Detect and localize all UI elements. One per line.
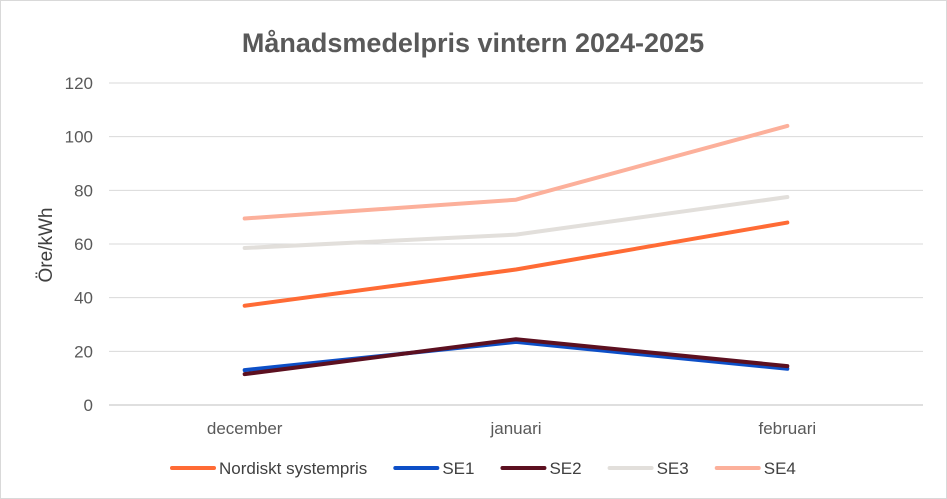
legend-label: SE3 <box>657 459 689 478</box>
series-line-se2 <box>242 337 790 377</box>
y-tick-label: 40 <box>74 289 93 308</box>
y-tick-label: 80 <box>74 181 93 200</box>
x-axis-ticks: december januari februari <box>207 419 816 438</box>
legend-label: Nordiskt systempris <box>219 459 367 478</box>
legend-label: SE1 <box>442 459 474 478</box>
gridlines <box>109 82 923 406</box>
legend-label: SE4 <box>764 459 796 478</box>
y-tick-label: 120 <box>65 74 93 93</box>
y-tick-label: 20 <box>74 342 93 361</box>
y-tick-label: 60 <box>74 235 93 254</box>
y-tick-label: 100 <box>65 128 93 147</box>
chart-title: Månadsmedelpris vintern 2024-2025 <box>242 28 704 58</box>
series-line-nordiskt-systempris <box>242 220 790 308</box>
series-lines <box>242 123 790 377</box>
series-line-se1 <box>242 339 790 373</box>
legend: Nordiskt systempris SE1 SE2 SE3 SE4 <box>170 459 796 478</box>
legend-label: SE2 <box>549 459 581 478</box>
x-tick-label: februari <box>759 419 817 438</box>
y-axis-label: Öre/kWh <box>36 208 57 283</box>
series-line-se4 <box>242 123 790 221</box>
y-axis-ticks: 0 20 40 60 80 100 120 <box>65 74 93 415</box>
x-tick-label: januari <box>489 419 541 438</box>
series-line-se3 <box>242 195 790 251</box>
x-tick-label: december <box>207 419 283 438</box>
y-tick-label: 0 <box>84 396 93 415</box>
